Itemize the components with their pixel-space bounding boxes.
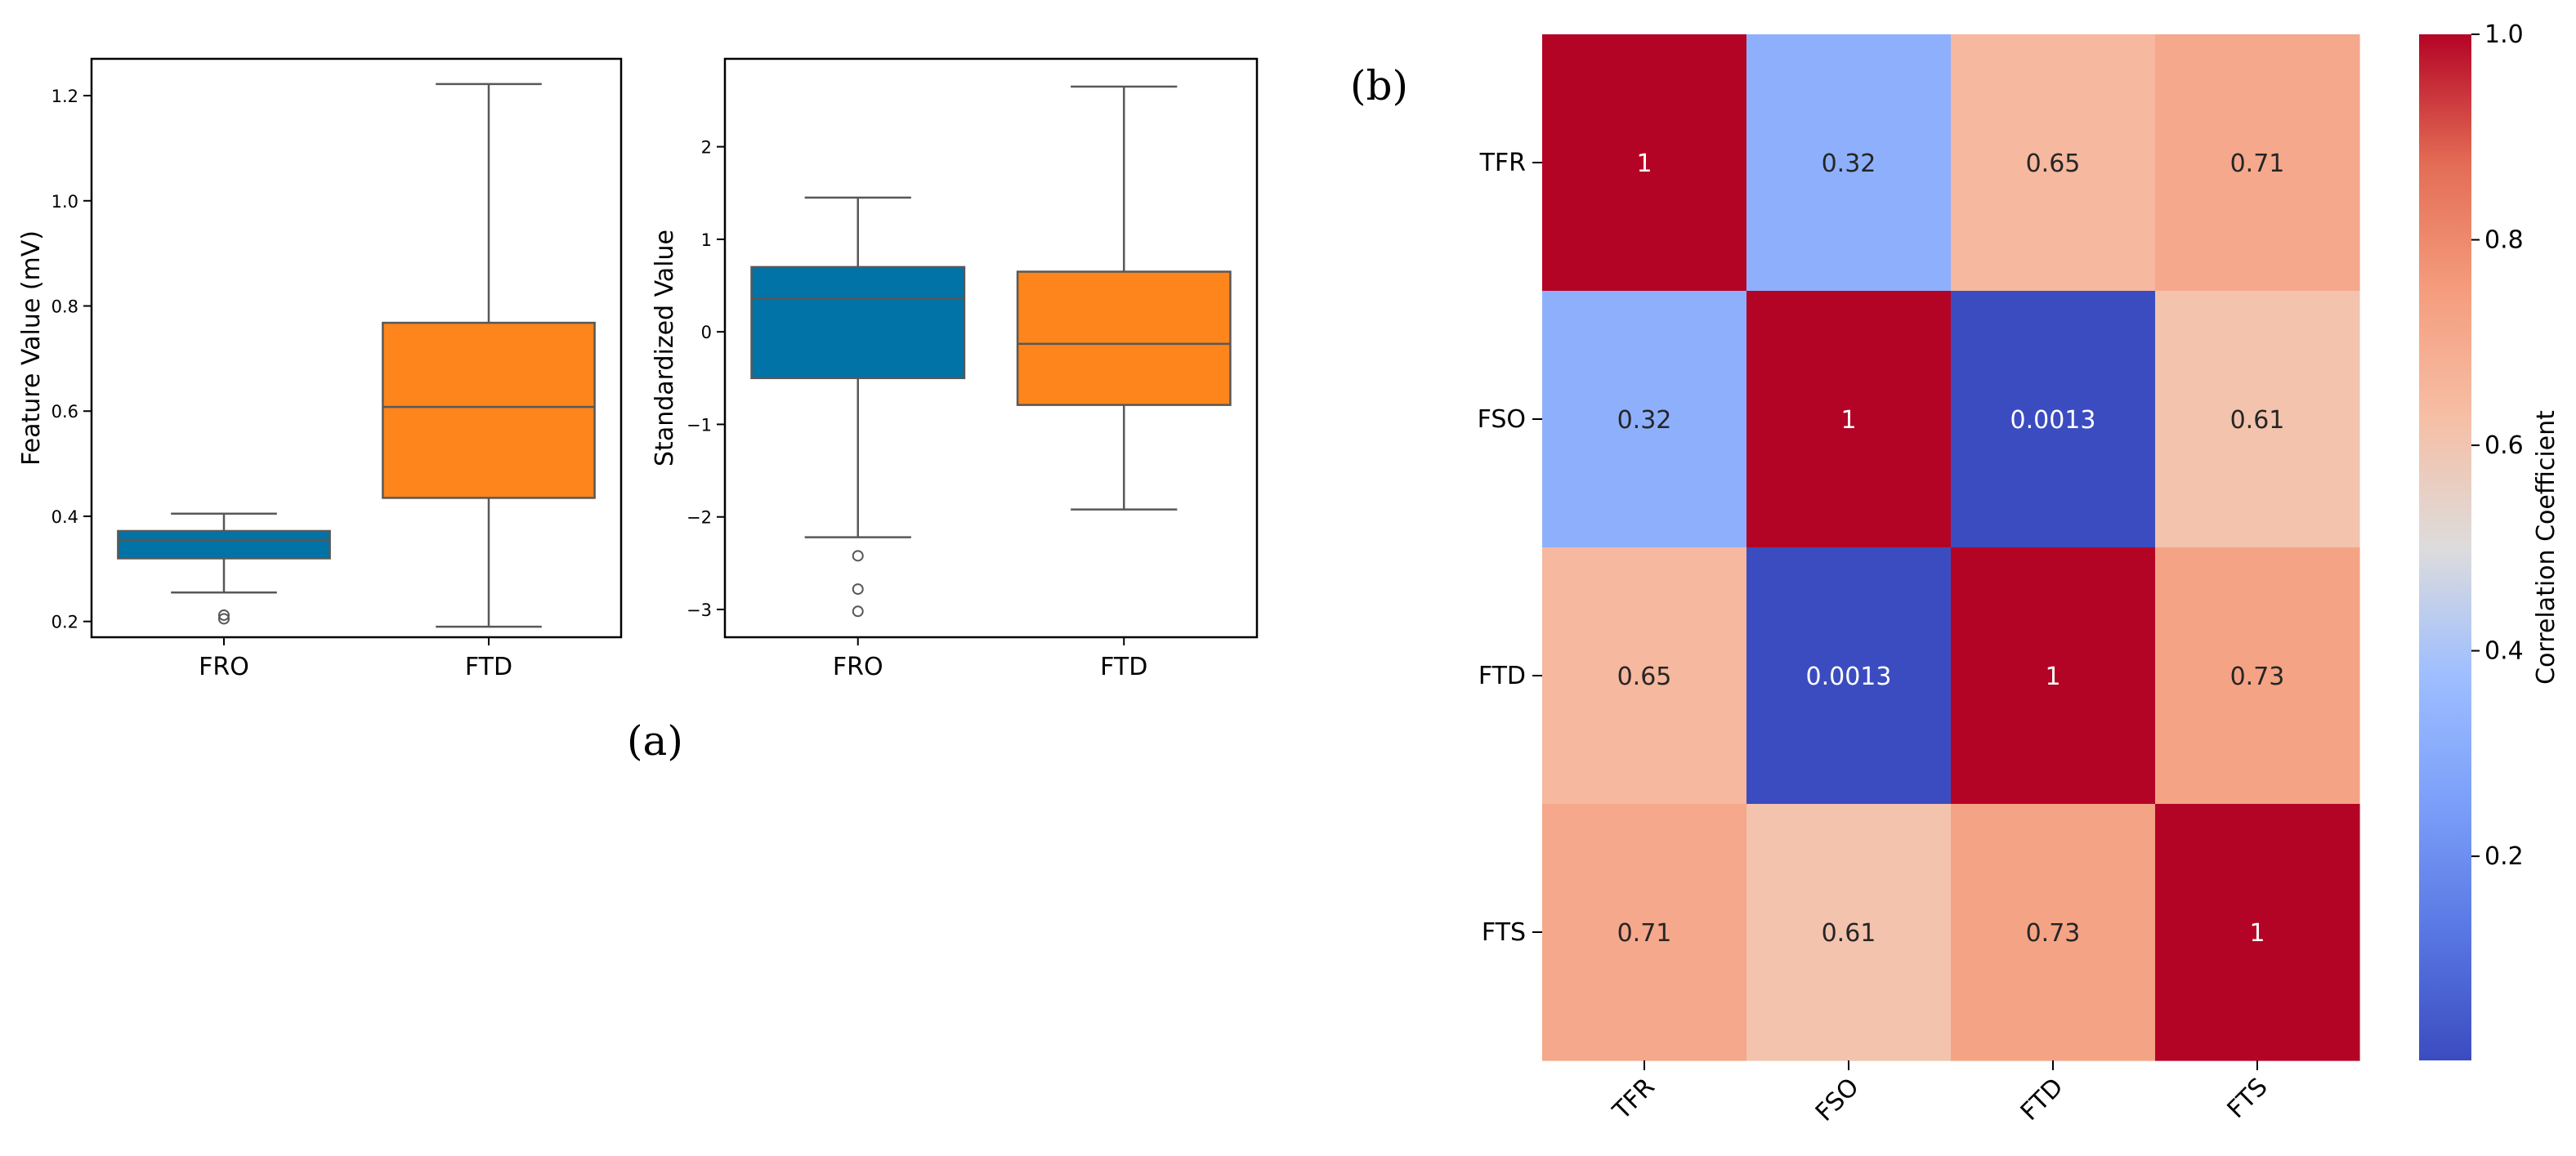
- colorbar-tick-label: 0.4: [2484, 637, 2524, 666]
- y-tick-label: −2: [686, 508, 712, 528]
- x-tick-label: FTD: [1100, 653, 1147, 681]
- heatmap-cell-value: 0.71: [1617, 919, 1672, 948]
- colorbar-gradient: [2419, 34, 2471, 1060]
- column-label: FTS: [2222, 1073, 2274, 1124]
- heatmap-cell: [1746, 291, 1952, 548]
- heatmap-cell-value: 0.65: [1617, 663, 1672, 691]
- outlier-point: [218, 609, 230, 621]
- box-plot-feature-value: 0.2 0.4 0.6 0.8 1.0 1.2 FRO FTD Feature Value (…: [17, 57, 623, 681]
- x-tick-label: FRO: [833, 653, 883, 681]
- y-axis-label: Standardized Value: [651, 230, 679, 466]
- box-fro: [750, 266, 966, 380]
- row-label: FSO: [1478, 405, 1526, 434]
- heatmap-cell-value: 0.0013: [2010, 406, 2096, 435]
- heatmap-cell: [1746, 547, 1952, 805]
- box-plot-standardized-value: −3 −2 −1 0 1 2 FRO FTD Standardized Value: [651, 57, 1259, 681]
- heatmap-cell-value: 0.0013: [1806, 663, 1892, 691]
- column-label: FTD: [2015, 1073, 2069, 1127]
- heatmap-cell: [1542, 291, 1747, 548]
- y-tick-label: 1.2: [51, 87, 78, 106]
- box-ftd: [382, 321, 596, 499]
- colorbar-tick-label: 1.0: [2484, 20, 2524, 49]
- heatmap-cell-value: 0.65: [2026, 150, 2081, 178]
- heatmap-cell: [1746, 34, 1952, 292]
- heatmap-cell-value: 1: [1840, 406, 1856, 435]
- colorbar-label: Correlation Coefficient: [2532, 410, 2560, 685]
- heatmap-cell-value: 1: [2249, 919, 2265, 948]
- row-label: FTD: [1478, 662, 1526, 690]
- heatmap-cell-value: 0.32: [1617, 406, 1672, 435]
- heatmap-cell: [2155, 291, 2360, 548]
- y-tick-label: 1: [701, 230, 712, 250]
- y-axis-label: Feature Value (mV): [17, 230, 46, 466]
- row-label: TFR: [1479, 149, 1526, 177]
- y-tick-label: 1.0: [51, 192, 78, 212]
- outlier-point: [852, 605, 864, 618]
- column-label: TFR: [1607, 1073, 1660, 1126]
- box-ftd: [1016, 270, 1232, 406]
- plot-frame: [90, 57, 623, 639]
- column-label: FSO: [1810, 1073, 1865, 1127]
- outlier-point: [852, 550, 864, 562]
- outlier-point: [852, 583, 864, 596]
- y-tick-label: 0.4: [51, 507, 78, 527]
- heatmap-cell-value: 0.61: [2230, 406, 2285, 435]
- y-tick-label: 0.6: [51, 402, 78, 422]
- x-tick-label: FTD: [465, 653, 512, 681]
- heatmap-cell-value: 0.73: [2026, 919, 2081, 948]
- colorbar-tick-label: 0.8: [2484, 226, 2524, 255]
- heatmap-cell: [2155, 804, 2360, 1061]
- y-tick-label: 0.8: [51, 297, 78, 317]
- colorbar-tick-label: 0.6: [2484, 431, 2524, 460]
- heatmap-cell-value: 1: [1636, 150, 1652, 178]
- y-tick-label: −1: [686, 415, 712, 435]
- heatmap-cell: [1542, 804, 1747, 1061]
- colorbar-tick-label: 0.2: [2484, 842, 2524, 871]
- heatmap-cell: [1951, 804, 2156, 1061]
- y-tick-label: −3: [686, 600, 712, 620]
- heatmap-cell-value: 1: [2045, 663, 2060, 691]
- outlier-point: [218, 613, 230, 625]
- heatmap-cell: [2155, 34, 2360, 292]
- y-tick-label: 2: [701, 138, 712, 158]
- heatmap-cell: [1542, 547, 1747, 805]
- heatmap-cell: [2155, 547, 2360, 805]
- heatmap-cell: [1746, 804, 1952, 1061]
- heatmap-cell-value: 0.32: [1822, 150, 1876, 178]
- heatmap-cell: [1951, 291, 2156, 548]
- y-tick-label: 0.2: [51, 613, 78, 632]
- row-label: FTS: [1482, 918, 1526, 947]
- panel-label-a: (a): [627, 717, 683, 765]
- plot-frame: [723, 57, 1259, 639]
- heatmap-cell-value: 0.71: [2230, 150, 2285, 178]
- colorbar: 0.2 0.4 0.6 0.8 1.0 Correlation Coefficient: [2419, 20, 2560, 1060]
- heatmap-cell-value: 0.73: [2230, 663, 2285, 691]
- heatmap-cell: [1951, 547, 2156, 805]
- panel-label-b: (b): [1350, 62, 1408, 109]
- heatmap-cell: [1542, 34, 1747, 292]
- x-tick-label: FRO: [199, 653, 249, 681]
- y-tick-label: 0: [701, 323, 712, 342]
- correlation-heatmap: 1 0.32 0.65 0.71 0.32 1 0.0013 0.61 0.65 0.0013 1 0…: [1478, 34, 2360, 1127]
- heatmap-cell-value: 0.61: [1822, 919, 1876, 948]
- heatmap-cell: [1951, 34, 2156, 292]
- box-fro: [117, 529, 331, 560]
